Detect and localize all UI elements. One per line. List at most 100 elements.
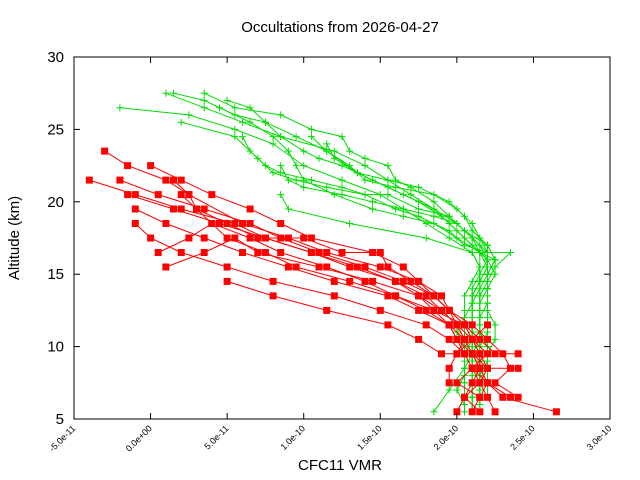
data-point-square: [315, 249, 323, 256]
data-point-plus: [461, 408, 468, 416]
data-point-square: [284, 263, 292, 271]
data-point-plus: [384, 176, 392, 184]
data-point-plus: [330, 191, 338, 199]
y-axis-label: Altitude (km): [6, 196, 23, 280]
data-point-plus: [407, 191, 415, 199]
data-point-plus: [491, 270, 499, 278]
data-point-square: [254, 249, 262, 256]
data-point-square: [445, 335, 453, 343]
data-point-plus: [261, 162, 269, 170]
data-point-plus: [292, 162, 300, 170]
data-point-plus: [162, 89, 170, 97]
data-point-plus: [422, 234, 430, 242]
data-point-plus: [468, 285, 476, 293]
data-point-square: [124, 191, 132, 199]
x-tick-label: 5.0e-11: [202, 423, 230, 451]
data-point-plus: [239, 118, 246, 126]
data-point-plus: [292, 176, 300, 184]
data-point-square: [461, 335, 468, 343]
data-point-square: [438, 350, 445, 358]
data-point-plus: [491, 256, 499, 264]
x-tick-label: 3.0e-10: [585, 423, 614, 452]
data-point-plus: [415, 212, 423, 220]
data-point-square: [361, 277, 369, 285]
data-point-square: [292, 263, 300, 271]
data-point-square: [323, 306, 331, 314]
data-point-square: [407, 277, 415, 285]
series-line: [134, 223, 511, 398]
data-point-square: [484, 379, 491, 387]
data-point-plus: [445, 198, 453, 206]
data-point-square: [147, 162, 155, 170]
data-point-square: [422, 306, 430, 314]
data-point-plus: [392, 176, 400, 184]
y-tick-label: 10: [47, 339, 64, 356]
data-point-square: [177, 176, 185, 184]
data-point-plus: [361, 176, 369, 184]
data-point-square: [484, 321, 491, 329]
y-tick-label: 5: [56, 411, 64, 428]
data-point-plus: [353, 169, 361, 177]
data-point-square: [246, 234, 254, 242]
data-point-plus: [338, 183, 346, 191]
data-point-square: [223, 234, 231, 242]
data-point-square: [177, 249, 185, 256]
data-point-plus: [315, 154, 323, 162]
data-point-square: [514, 364, 522, 372]
data-point-plus: [307, 133, 315, 141]
data-point-square: [162, 220, 170, 227]
data-point-square: [170, 205, 177, 213]
data-point-plus: [445, 212, 453, 220]
data-point-square: [468, 335, 476, 343]
data-point-plus: [361, 191, 369, 199]
data-point-plus: [330, 147, 338, 155]
data-point-plus: [468, 393, 476, 401]
data-point-square: [484, 364, 491, 372]
data-point-plus: [453, 227, 461, 235]
data-point-plus: [484, 241, 491, 249]
data-point-plus: [453, 386, 461, 394]
series-red-9: [177, 191, 468, 387]
data-point-square: [461, 393, 468, 401]
data-point-plus: [269, 140, 277, 148]
data-point-plus: [468, 292, 476, 300]
data-point-square: [254, 234, 262, 242]
data-point-plus: [468, 220, 476, 227]
data-point-plus: [323, 183, 331, 191]
series-line: [165, 237, 489, 398]
series-red-10: [223, 277, 491, 358]
data-point-square: [116, 176, 124, 184]
data-point-square: [438, 292, 445, 300]
data-point-plus: [384, 191, 392, 199]
data-point-plus: [277, 191, 285, 199]
data-point-plus: [476, 241, 484, 249]
data-point-square: [346, 263, 354, 271]
data-point-plus: [415, 205, 423, 213]
data-point-square: [468, 379, 476, 387]
data-point-plus: [300, 162, 308, 170]
data-point-square: [484, 393, 491, 401]
data-point-square: [200, 249, 208, 256]
data-point-plus: [277, 162, 285, 170]
series-green-14: [170, 89, 499, 408]
data-point-square: [300, 234, 308, 242]
data-point-plus: [369, 176, 377, 184]
data-point-plus: [484, 285, 491, 293]
data-point-plus: [491, 263, 499, 271]
data-point-square: [507, 393, 514, 401]
series-line: [173, 92, 496, 405]
series-green-19: [239, 133, 491, 380]
data-point-plus: [491, 321, 499, 329]
data-point-square: [399, 263, 407, 271]
data-point-plus: [239, 133, 246, 141]
data-point-plus: [461, 306, 468, 314]
data-point-square: [445, 306, 453, 314]
data-point-plus: [476, 292, 484, 300]
data-point-square: [415, 292, 423, 300]
data-point-plus: [468, 277, 476, 285]
data-point-plus: [216, 104, 223, 112]
data-point-plus: [307, 176, 315, 184]
data-point-plus: [392, 205, 400, 213]
data-point-square: [85, 176, 93, 184]
data-point-square: [491, 379, 499, 387]
